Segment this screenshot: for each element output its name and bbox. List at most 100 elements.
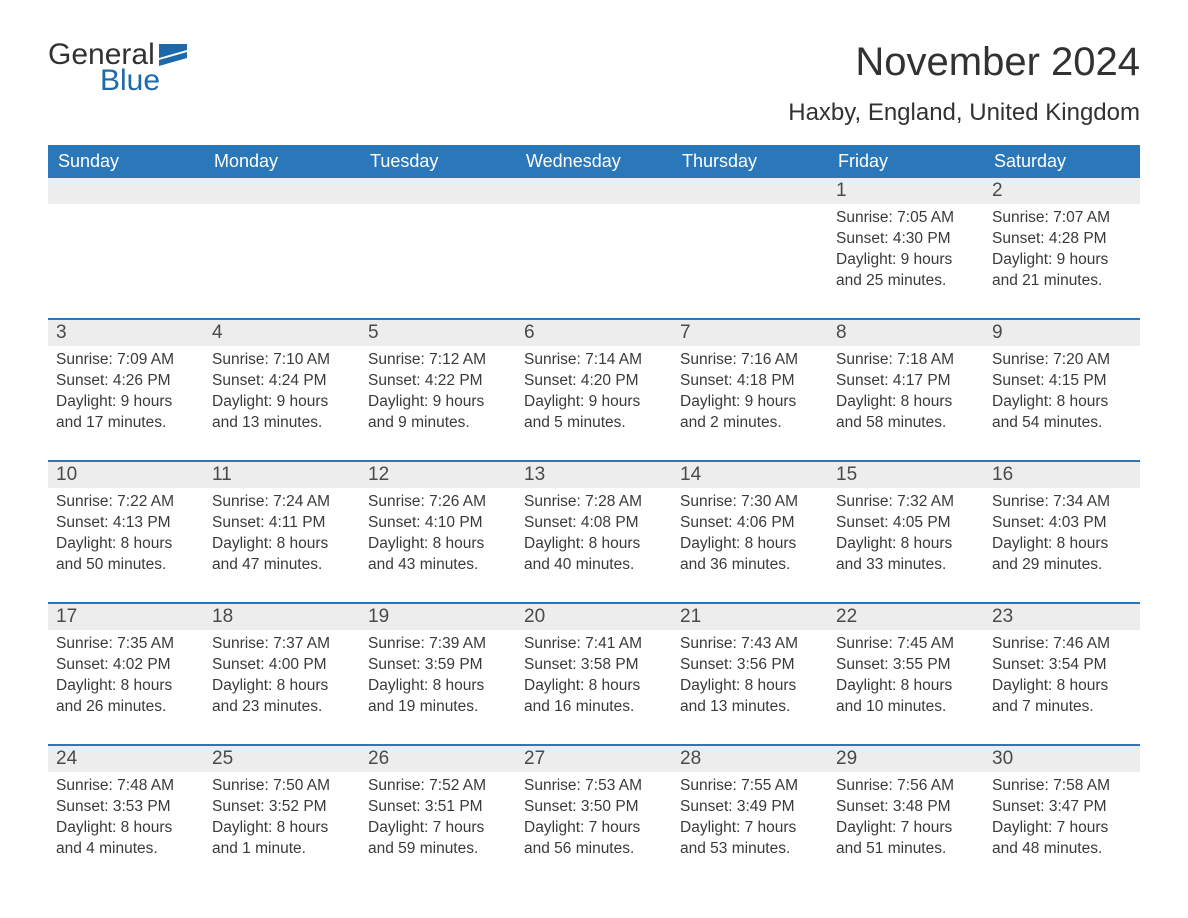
day-sunset-text: Sunset: 3:48 PM bbox=[836, 797, 976, 818]
day-d2-text: and 53 minutes. bbox=[680, 839, 820, 860]
day-number-cell: 23 bbox=[984, 604, 1140, 630]
day-info-cell: Sunrise: 7:09 AMSunset: 4:26 PMDaylight:… bbox=[48, 346, 204, 436]
day-d2-text: and 7 minutes. bbox=[992, 697, 1132, 718]
day-d2-text: and 4 minutes. bbox=[56, 839, 196, 860]
day-d2-text: and 26 minutes. bbox=[56, 697, 196, 718]
day-sunset-text: Sunset: 4:00 PM bbox=[212, 655, 352, 676]
day-d2-text: and 19 minutes. bbox=[368, 697, 508, 718]
day-number-cell: 30 bbox=[984, 746, 1140, 772]
day-info-cell: Sunrise: 7:37 AMSunset: 4:00 PMDaylight:… bbox=[204, 630, 360, 720]
day-d1-text: Daylight: 8 hours bbox=[524, 534, 664, 555]
day-d1-text: Daylight: 8 hours bbox=[836, 676, 976, 697]
day-d2-text: and 13 minutes. bbox=[680, 697, 820, 718]
day-sunset-text: Sunset: 4:15 PM bbox=[992, 371, 1132, 392]
day-info-cell: Sunrise: 7:46 AMSunset: 3:54 PMDaylight:… bbox=[984, 630, 1140, 720]
day-sunset-text: Sunset: 3:47 PM bbox=[992, 797, 1132, 818]
day-sunrise-text: Sunrise: 7:07 AM bbox=[992, 208, 1132, 229]
day-sunset-text: Sunset: 4:13 PM bbox=[56, 513, 196, 534]
logo-flag-icon bbox=[159, 44, 187, 66]
day-d2-text: and 5 minutes. bbox=[524, 413, 664, 434]
day-info-cell bbox=[360, 204, 516, 294]
day-sunrise-text: Sunrise: 7:55 AM bbox=[680, 776, 820, 797]
day-number-cell: 5 bbox=[360, 320, 516, 346]
day-d1-text: Daylight: 8 hours bbox=[56, 818, 196, 839]
day-number-cell bbox=[360, 178, 516, 204]
day-d1-text: Daylight: 8 hours bbox=[368, 534, 508, 555]
day-d1-text: Daylight: 7 hours bbox=[680, 818, 820, 839]
day-sunset-text: Sunset: 4:18 PM bbox=[680, 371, 820, 392]
day-info-cell: Sunrise: 7:05 AMSunset: 4:30 PMDaylight:… bbox=[828, 204, 984, 294]
day-d2-text: and 10 minutes. bbox=[836, 697, 976, 718]
day-sunset-text: Sunset: 4:20 PM bbox=[524, 371, 664, 392]
day-sunrise-text: Sunrise: 7:52 AM bbox=[368, 776, 508, 797]
day-sunset-text: Sunset: 4:22 PM bbox=[368, 371, 508, 392]
day-number-cell bbox=[204, 178, 360, 204]
day-sunrise-text: Sunrise: 7:43 AM bbox=[680, 634, 820, 655]
day-info-cell: Sunrise: 7:24 AMSunset: 4:11 PMDaylight:… bbox=[204, 488, 360, 578]
day-sunset-text: Sunset: 4:26 PM bbox=[56, 371, 196, 392]
day-info-cell: Sunrise: 7:45 AMSunset: 3:55 PMDaylight:… bbox=[828, 630, 984, 720]
day-sunrise-text: Sunrise: 7:46 AM bbox=[992, 634, 1132, 655]
day-sunset-text: Sunset: 4:03 PM bbox=[992, 513, 1132, 534]
day-sunrise-text: Sunrise: 7:41 AM bbox=[524, 634, 664, 655]
day-d2-text: and 13 minutes. bbox=[212, 413, 352, 434]
day-number-cell: 1 bbox=[828, 178, 984, 204]
day-number-cell: 14 bbox=[672, 462, 828, 488]
day-number-cell: 20 bbox=[516, 604, 672, 630]
weekday-header: Friday bbox=[828, 145, 984, 178]
day-number-cell: 22 bbox=[828, 604, 984, 630]
day-d2-text: and 17 minutes. bbox=[56, 413, 196, 434]
day-sunrise-text: Sunrise: 7:16 AM bbox=[680, 350, 820, 371]
day-d1-text: Daylight: 8 hours bbox=[212, 818, 352, 839]
day-d1-text: Daylight: 8 hours bbox=[680, 534, 820, 555]
day-d2-text: and 25 minutes. bbox=[836, 271, 976, 292]
day-number-cell: 21 bbox=[672, 604, 828, 630]
header-bar: General Blue November 2024 Haxby, Englan… bbox=[48, 40, 1140, 127]
day-info-cell: Sunrise: 7:07 AMSunset: 4:28 PMDaylight:… bbox=[984, 204, 1140, 294]
day-d2-text: and 56 minutes. bbox=[524, 839, 664, 860]
day-number-cell: 3 bbox=[48, 320, 204, 346]
day-number-cell: 11 bbox=[204, 462, 360, 488]
day-number-cell: 9 bbox=[984, 320, 1140, 346]
day-sunset-text: Sunset: 4:28 PM bbox=[992, 229, 1132, 250]
day-number-cell: 15 bbox=[828, 462, 984, 488]
day-info-cell: Sunrise: 7:30 AMSunset: 4:06 PMDaylight:… bbox=[672, 488, 828, 578]
day-sunset-text: Sunset: 3:52 PM bbox=[212, 797, 352, 818]
day-number-cell: 16 bbox=[984, 462, 1140, 488]
weekday-header: Thursday bbox=[672, 145, 828, 178]
day-info-cell: Sunrise: 7:39 AMSunset: 3:59 PMDaylight:… bbox=[360, 630, 516, 720]
day-info-cell: Sunrise: 7:22 AMSunset: 4:13 PMDaylight:… bbox=[48, 488, 204, 578]
day-sunrise-text: Sunrise: 7:10 AM bbox=[212, 350, 352, 371]
day-sunrise-text: Sunrise: 7:39 AM bbox=[368, 634, 508, 655]
day-sunrise-text: Sunrise: 7:48 AM bbox=[56, 776, 196, 797]
weekday-header: Saturday bbox=[984, 145, 1140, 178]
day-d2-text: and 59 minutes. bbox=[368, 839, 508, 860]
day-number-cell: 2 bbox=[984, 178, 1140, 204]
weekday-header: Sunday bbox=[48, 145, 204, 178]
weekday-header: Monday bbox=[204, 145, 360, 178]
day-info-cell: Sunrise: 7:18 AMSunset: 4:17 PMDaylight:… bbox=[828, 346, 984, 436]
day-d1-text: Daylight: 8 hours bbox=[368, 676, 508, 697]
day-number-cell: 24 bbox=[48, 746, 204, 772]
day-sunset-text: Sunset: 4:10 PM bbox=[368, 513, 508, 534]
day-d1-text: Daylight: 7 hours bbox=[524, 818, 664, 839]
day-d1-text: Daylight: 8 hours bbox=[56, 534, 196, 555]
day-sunrise-text: Sunrise: 7:05 AM bbox=[836, 208, 976, 229]
day-d1-text: Daylight: 9 hours bbox=[212, 392, 352, 413]
day-d1-text: Daylight: 8 hours bbox=[992, 676, 1132, 697]
day-info-cell bbox=[516, 204, 672, 294]
day-sunrise-text: Sunrise: 7:32 AM bbox=[836, 492, 976, 513]
day-sunset-text: Sunset: 4:06 PM bbox=[680, 513, 820, 534]
day-info-cell: Sunrise: 7:56 AMSunset: 3:48 PMDaylight:… bbox=[828, 772, 984, 862]
day-sunset-text: Sunset: 3:56 PM bbox=[680, 655, 820, 676]
day-d2-text: and 23 minutes. bbox=[212, 697, 352, 718]
day-sunrise-text: Sunrise: 7:09 AM bbox=[56, 350, 196, 371]
day-info-cell: Sunrise: 7:10 AMSunset: 4:24 PMDaylight:… bbox=[204, 346, 360, 436]
day-d1-text: Daylight: 8 hours bbox=[56, 676, 196, 697]
day-number-cell bbox=[48, 178, 204, 204]
day-sunset-text: Sunset: 4:11 PM bbox=[212, 513, 352, 534]
day-d2-text: and 1 minute. bbox=[212, 839, 352, 860]
day-sunset-text: Sunset: 4:24 PM bbox=[212, 371, 352, 392]
day-sunset-text: Sunset: 4:08 PM bbox=[524, 513, 664, 534]
day-d2-text: and 29 minutes. bbox=[992, 555, 1132, 576]
